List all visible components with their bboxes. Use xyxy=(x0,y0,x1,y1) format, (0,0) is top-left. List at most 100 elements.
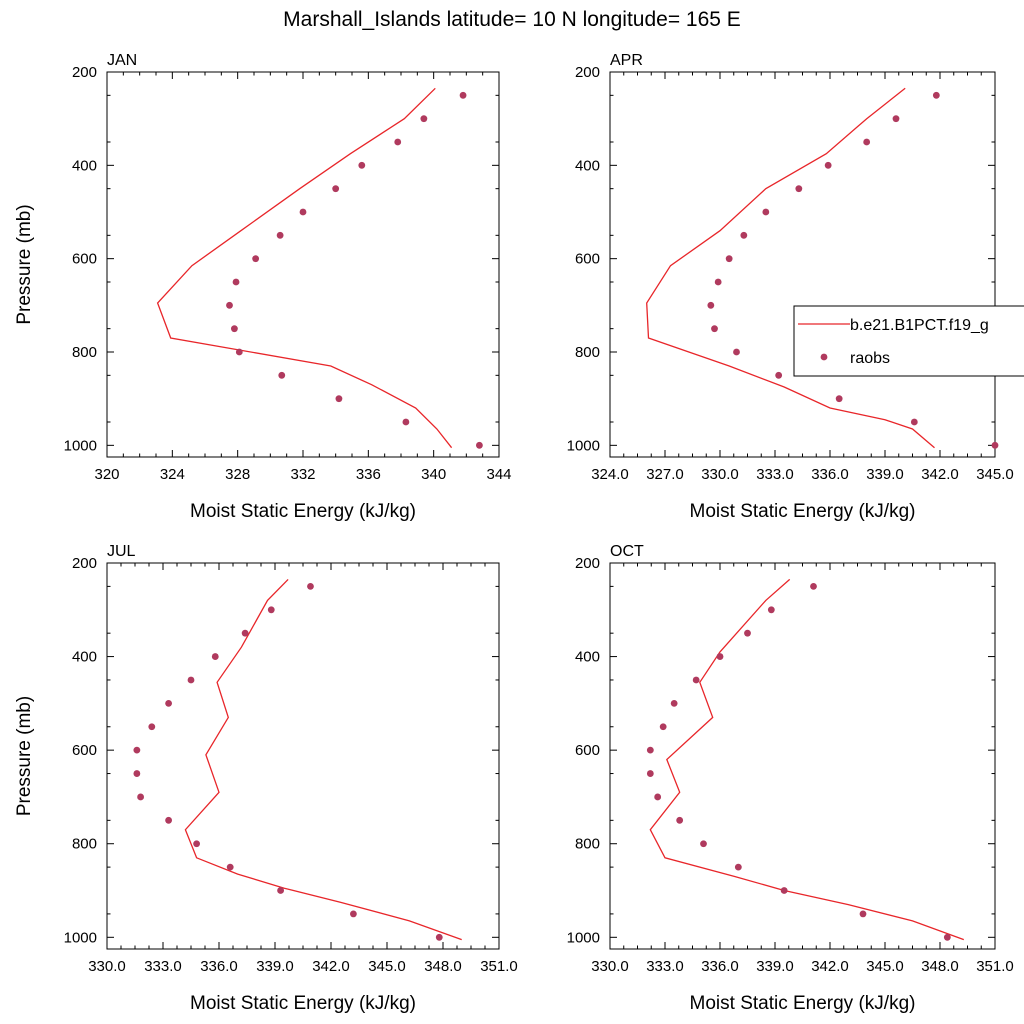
raobs-point xyxy=(277,887,284,894)
raobs-point xyxy=(165,699,173,707)
raobs-point xyxy=(394,138,402,146)
x-tick-label: 333.0 xyxy=(144,958,182,975)
raobs-point xyxy=(824,161,832,169)
raobs-point xyxy=(235,348,243,356)
raobs-point xyxy=(646,770,654,777)
x-tick-label: 345.0 xyxy=(368,958,406,975)
x-tick-label: 336.0 xyxy=(200,958,238,975)
raobs-point xyxy=(332,185,340,193)
raobs-point xyxy=(767,606,775,614)
raobs-point xyxy=(733,348,740,356)
raobs-point xyxy=(810,582,817,590)
raobs-point xyxy=(435,933,443,941)
raobs-point xyxy=(420,115,428,123)
y-axis-title: Pressure (mb) xyxy=(14,696,35,816)
panel-title: JAN xyxy=(107,52,137,69)
legend-marker-swatch xyxy=(820,353,828,361)
x-tick-label: 351.0 xyxy=(976,958,1014,975)
raobs-point xyxy=(744,629,751,637)
raobs-point xyxy=(350,910,357,918)
model-series-line xyxy=(649,578,965,941)
x-tick-label: 327.0 xyxy=(646,466,684,483)
raobs-point xyxy=(863,138,871,146)
raobs-point xyxy=(226,863,234,871)
raobs-point xyxy=(193,840,201,848)
raobs-point xyxy=(711,325,718,333)
y-tick-label: 600 xyxy=(72,251,97,268)
panel-apr: 324.0 327.0 330.0 333.0 336.0 339.0 342.0 345.0… xyxy=(567,52,1014,522)
model-series-line xyxy=(646,87,935,449)
x-tick-label: 351.0 xyxy=(480,958,518,975)
x-tick-label: 330.0 xyxy=(88,958,126,975)
raobs-point xyxy=(299,208,307,216)
x-tick-label: 348.0 xyxy=(424,958,462,975)
y-tick-label: 200 xyxy=(72,64,97,81)
raobs-point xyxy=(133,746,141,754)
x-tick-label: 345.0 xyxy=(866,958,904,975)
plot-frame xyxy=(106,71,500,458)
raobs-point xyxy=(943,933,951,941)
raobs-point xyxy=(659,723,667,731)
raobs-point xyxy=(267,606,275,614)
y-tick-label: 1000 xyxy=(64,929,97,946)
raobs-point xyxy=(646,746,654,754)
raobs-point xyxy=(670,699,678,707)
y-tick-label: 200 xyxy=(575,555,600,572)
raobs-point xyxy=(859,910,867,918)
y-tick-label: 200 xyxy=(72,555,97,572)
y-tick-label: 400 xyxy=(575,649,600,666)
raobs-point xyxy=(654,793,662,801)
raobs-point xyxy=(734,863,742,871)
x-tick-label: 336 xyxy=(356,466,381,483)
x-tick-label: 333.0 xyxy=(646,958,684,975)
y-tick-label: 800 xyxy=(575,836,600,853)
x-axis-title: Moist Static Energy (kJ/kg) xyxy=(690,993,916,1014)
raobs-point xyxy=(133,770,141,777)
raobs-point xyxy=(676,816,684,824)
x-tick-label: 336.0 xyxy=(701,958,739,975)
raobs-point xyxy=(775,371,783,379)
y-tick-label: 1000 xyxy=(567,929,600,946)
y-tick-label: 600 xyxy=(575,742,600,759)
x-tick-label: 330.0 xyxy=(591,958,629,975)
raobs-point xyxy=(780,887,788,894)
raobs-point xyxy=(476,441,483,449)
y-tick-label: 1000 xyxy=(64,437,97,454)
raobs-point xyxy=(707,301,715,309)
y-tick-label: 1000 xyxy=(567,437,600,454)
raobs-point xyxy=(795,185,803,193)
plot-frame xyxy=(106,562,500,950)
y-tick-label: 200 xyxy=(575,64,600,81)
x-axis-title: Moist Static Energy (kJ/kg) xyxy=(190,993,416,1014)
y-tick-label: 400 xyxy=(575,157,600,174)
raobs-point xyxy=(910,418,918,426)
raobs-point xyxy=(276,231,284,239)
raobs-point xyxy=(991,441,999,449)
y-axis-title: Pressure (mb) xyxy=(14,204,35,324)
x-tick-label: 330.0 xyxy=(701,466,739,483)
x-tick-label: 336.0 xyxy=(811,466,849,483)
x-tick-label: 344 xyxy=(486,466,511,483)
raobs-point xyxy=(165,816,173,824)
raobs-point xyxy=(714,278,722,286)
y-tick-label: 800 xyxy=(72,344,97,361)
x-tick-label: 324.0 xyxy=(591,466,629,483)
x-tick-label: 324 xyxy=(160,466,185,483)
raobs-point xyxy=(231,325,238,333)
x-tick-label: 320 xyxy=(94,466,119,483)
panel-title: OCT xyxy=(610,543,644,560)
x-axis-title: Moist Static Energy (kJ/kg) xyxy=(190,501,416,522)
x-tick-label: 333.0 xyxy=(756,466,794,483)
figure-title: Marshall_Islands latitude= 10 N longitud… xyxy=(283,8,741,31)
y-tick-label: 600 xyxy=(72,742,97,759)
raobs-point xyxy=(137,793,145,801)
raobs-point xyxy=(335,395,343,403)
raobs-point xyxy=(307,582,314,590)
legend-label-model: b.e21.B1PCT.f19_g xyxy=(850,317,989,334)
y-tick-label: 400 xyxy=(72,649,97,666)
panel-title: APR xyxy=(610,52,643,69)
raobs-point xyxy=(692,676,700,684)
x-tick-label: 342.0 xyxy=(811,958,849,975)
